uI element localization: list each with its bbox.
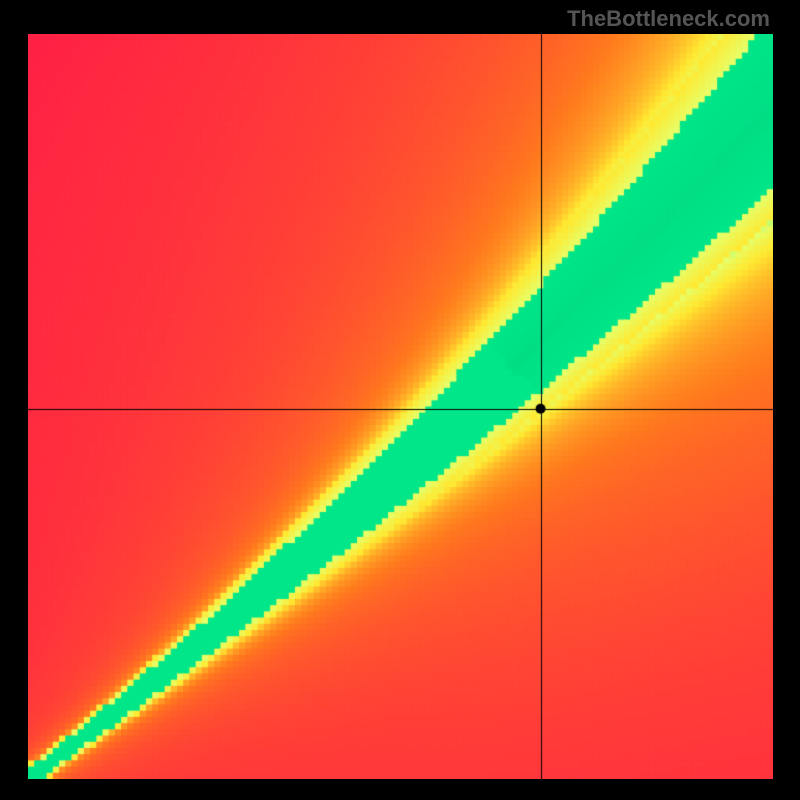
bottleneck-heatmap [28, 34, 773, 779]
chart-container: TheBottleneck.com [0, 0, 800, 800]
watermark-text: TheBottleneck.com [567, 6, 770, 32]
